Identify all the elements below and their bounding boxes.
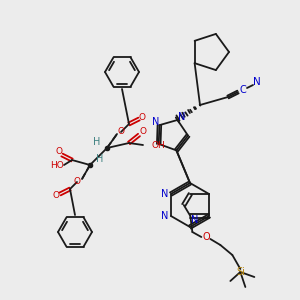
Text: N: N <box>152 117 159 127</box>
Text: HO: HO <box>50 161 64 170</box>
Text: O: O <box>74 178 80 187</box>
Text: N: N <box>161 189 169 199</box>
Text: N: N <box>178 112 185 122</box>
Text: H: H <box>96 154 104 164</box>
Text: O: O <box>139 112 145 122</box>
Text: O: O <box>52 191 59 200</box>
Text: C: C <box>240 85 246 95</box>
Text: O: O <box>118 128 124 136</box>
Text: N: N <box>253 77 261 87</box>
Text: OH: OH <box>151 140 165 149</box>
Text: O: O <box>140 127 146 136</box>
Text: N: N <box>161 211 169 221</box>
Text: N: N <box>191 215 198 225</box>
Text: O: O <box>56 148 62 157</box>
Text: Si: Si <box>236 267 245 277</box>
Text: O: O <box>202 232 210 242</box>
Text: H: H <box>93 137 101 147</box>
